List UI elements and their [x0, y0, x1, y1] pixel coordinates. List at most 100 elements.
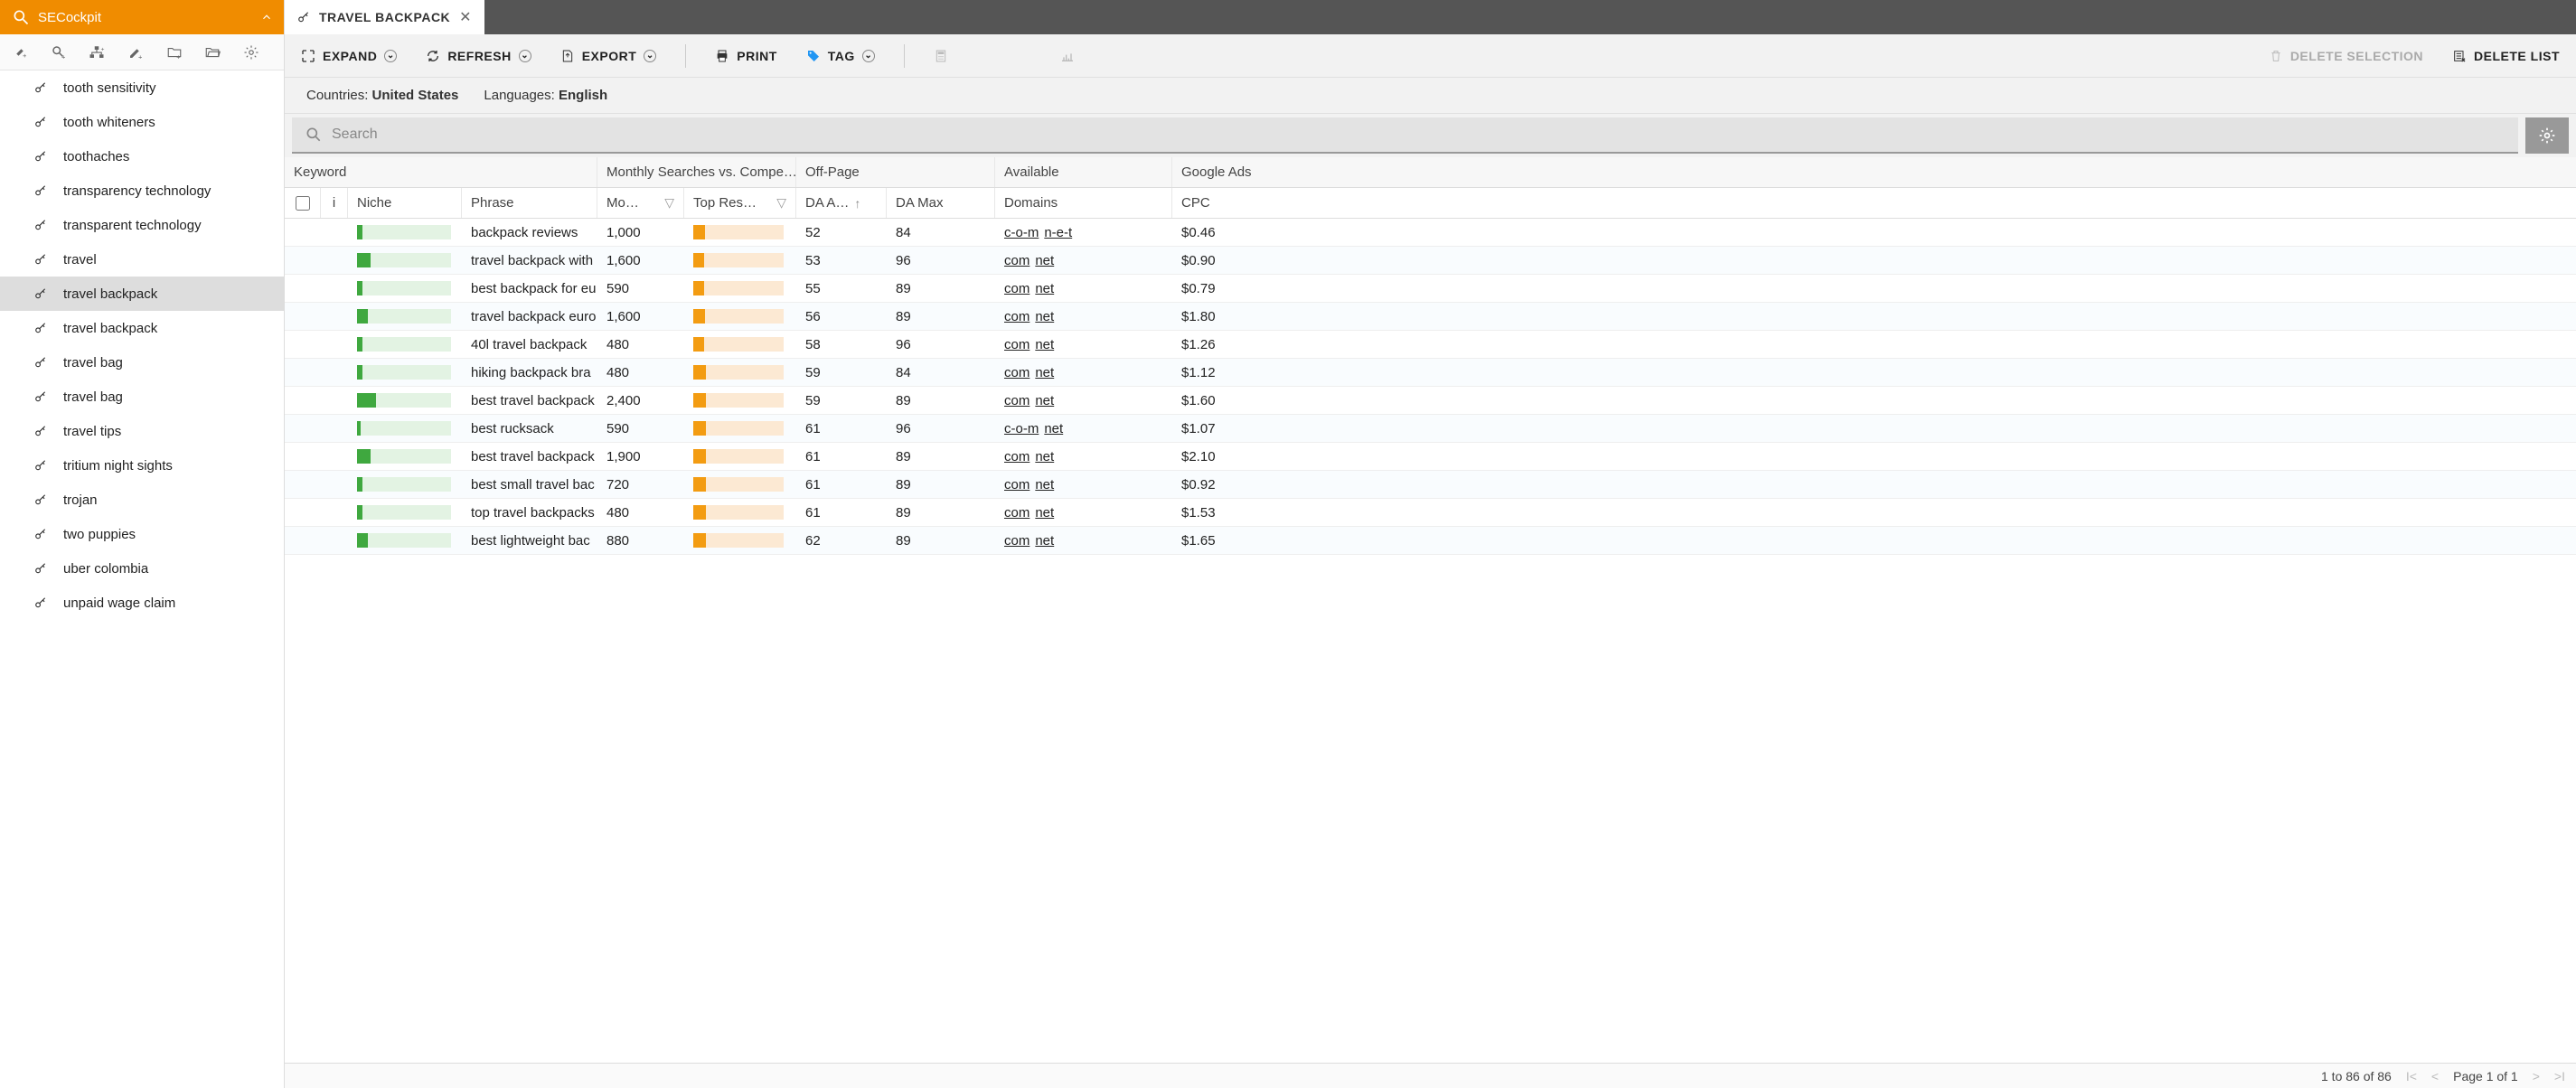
- sidebar-item[interactable]: travel tips: [0, 414, 284, 448]
- sidebar-item[interactable]: two puppies: [0, 517, 284, 551]
- close-icon[interactable]: ✕: [459, 8, 471, 26]
- domain-link[interactable]: net: [1035, 281, 1054, 296]
- chevron-up-icon[interactable]: [260, 11, 273, 23]
- domain-link[interactable]: net: [1035, 365, 1054, 380]
- tag-button[interactable]: TAG ⌄: [806, 49, 875, 63]
- col-info[interactable]: i: [321, 188, 348, 218]
- domain-link[interactable]: net: [1035, 533, 1054, 549]
- table-row[interactable]: travel backpack with1,6005396comnet$0.90: [285, 247, 2576, 275]
- page-indicator: Page 1 of 1: [2453, 1069, 2518, 1083]
- sidebar-item[interactable]: travel bag: [0, 345, 284, 380]
- domain-link[interactable]: net: [1035, 393, 1054, 408]
- edit-icon[interactable]: +: [127, 44, 156, 61]
- group-keyword[interactable]: Keyword: [285, 157, 597, 187]
- domain-link[interactable]: net: [1035, 477, 1054, 492]
- sidebar-item[interactable]: transparent technology: [0, 208, 284, 242]
- domain-link[interactable]: com: [1004, 505, 1029, 521]
- print-button[interactable]: PRINT: [715, 49, 777, 63]
- delete-list-button[interactable]: DELETE LIST: [2452, 49, 2560, 63]
- filter-icon[interactable]: ▽: [664, 195, 674, 211]
- col-daavg[interactable]: DA A…↑: [796, 188, 887, 218]
- sidebar-item[interactable]: travel: [0, 242, 284, 277]
- last-page-button[interactable]: >I: [2554, 1069, 2565, 1083]
- col-topres[interactable]: Top Res…▽: [684, 188, 796, 218]
- sidebar-item[interactable]: travel bag: [0, 380, 284, 414]
- sitemap-icon[interactable]: +: [89, 44, 118, 61]
- chart-icon[interactable]: [1060, 49, 1075, 63]
- domain-link[interactable]: net: [1035, 309, 1054, 324]
- table-row[interactable]: hiking backpack bra4805984comnet$1.12: [285, 359, 2576, 387]
- add-search-icon[interactable]: +: [51, 44, 80, 61]
- sidebar-item[interactable]: tooth whiteners: [0, 105, 284, 139]
- search-input[interactable]: [332, 127, 2505, 143]
- sidebar-header[interactable]: SECockpit: [0, 0, 284, 34]
- delete-selection-button[interactable]: DELETE SELECTION: [2269, 49, 2423, 63]
- table-row[interactable]: 40l travel backpack4805896comnet$1.26: [285, 331, 2576, 359]
- table-row[interactable]: top travel backpacks4806189comnet$1.53: [285, 499, 2576, 527]
- domain-link[interactable]: com: [1004, 281, 1029, 296]
- domain-link[interactable]: c-o-m: [1004, 421, 1039, 436]
- domain-link[interactable]: net: [1035, 449, 1054, 464]
- domain-link[interactable]: net: [1035, 253, 1054, 268]
- expand-button[interactable]: EXPAND ⌄: [301, 49, 397, 63]
- table-row[interactable]: backpack reviews1,0005284c-o-mn-e-t$0.46: [285, 219, 2576, 247]
- domain-link[interactable]: com: [1004, 337, 1029, 352]
- table-row[interactable]: best backpack for eu5905589comnet$0.79: [285, 275, 2576, 303]
- domain-link[interactable]: com: [1004, 533, 1029, 549]
- table-row[interactable]: best travel backpack1,9006189comnet$2.10: [285, 443, 2576, 471]
- first-page-button[interactable]: I<: [2406, 1069, 2417, 1083]
- domain-link[interactable]: com: [1004, 365, 1029, 380]
- table-row[interactable]: best travel backpack2,4005989comnet$1.60: [285, 387, 2576, 415]
- gear-icon[interactable]: [243, 44, 272, 61]
- sidebar-item[interactable]: travel backpack: [0, 311, 284, 345]
- sidebar-item[interactable]: tooth sensitivity: [0, 70, 284, 105]
- col-domains[interactable]: Domains: [995, 188, 1172, 218]
- column-settings-button[interactable]: [2525, 117, 2569, 154]
- folder-add-icon[interactable]: +: [166, 44, 195, 61]
- domain-link[interactable]: net: [1044, 421, 1063, 436]
- col-damax[interactable]: DA Max: [887, 188, 995, 218]
- next-page-button[interactable]: >: [2533, 1069, 2540, 1083]
- search-box[interactable]: [292, 117, 2518, 154]
- domain-link[interactable]: n-e-t: [1044, 225, 1072, 240]
- sidebar-item[interactable]: uber colombia: [0, 551, 284, 586]
- sidebar-item[interactable]: tritium night sights: [0, 448, 284, 483]
- domain-link[interactable]: com: [1004, 477, 1029, 492]
- refresh-button[interactable]: REFRESH ⌄: [426, 49, 531, 63]
- domain-link[interactable]: net: [1035, 505, 1054, 521]
- group-available[interactable]: Available: [995, 157, 1172, 187]
- domain-link[interactable]: com: [1004, 253, 1029, 268]
- sidebar-item[interactable]: travel backpack: [0, 277, 284, 311]
- domain-link[interactable]: com: [1004, 309, 1029, 324]
- table-row[interactable]: best rucksack5906196c-o-mnet$1.07: [285, 415, 2576, 443]
- tab-travel-backpack[interactable]: TRAVEL BACKPACK ✕: [285, 0, 484, 34]
- sidebar-item[interactable]: toothaches: [0, 139, 284, 174]
- domain-link[interactable]: net: [1035, 337, 1054, 352]
- filter-icon[interactable]: ▽: [776, 195, 786, 211]
- prev-page-button[interactable]: <: [2431, 1069, 2439, 1083]
- sort-asc-icon[interactable]: ↑: [854, 196, 860, 211]
- sidebar-item[interactable]: transparency technology: [0, 174, 284, 208]
- col-cpc[interactable]: CPC: [1172, 188, 1281, 218]
- calculator-icon[interactable]: [934, 49, 948, 63]
- table-row[interactable]: best lightweight bac8806289comnet$1.65: [285, 527, 2576, 555]
- domain-link[interactable]: c-o-m: [1004, 225, 1039, 240]
- folder-open-icon[interactable]: [204, 44, 233, 61]
- col-niche[interactable]: Niche: [348, 188, 462, 218]
- sidebar-item-label: tritium night sights: [63, 458, 173, 474]
- select-all-checkbox[interactable]: [296, 196, 310, 211]
- group-offpage[interactable]: Off-Page: [796, 157, 995, 187]
- group-google-ads[interactable]: Google Ads: [1172, 157, 1281, 187]
- sidebar-item[interactable]: trojan: [0, 483, 284, 517]
- col-checkbox[interactable]: [285, 188, 321, 218]
- domain-link[interactable]: com: [1004, 393, 1029, 408]
- domain-link[interactable]: com: [1004, 449, 1029, 464]
- export-button[interactable]: EXPORT ⌄: [560, 49, 657, 63]
- col-monthly[interactable]: Mo…▽: [597, 188, 684, 218]
- add-keyword-icon[interactable]: +: [12, 44, 41, 61]
- col-phrase[interactable]: Phrase: [462, 188, 597, 218]
- group-msvc[interactable]: Monthly Searches vs. Compe…: [597, 157, 796, 187]
- table-row[interactable]: best small travel bac7206189comnet$0.92: [285, 471, 2576, 499]
- sidebar-item[interactable]: unpaid wage claim: [0, 586, 284, 620]
- table-row[interactable]: travel backpack euro1,6005689comnet$1.80: [285, 303, 2576, 331]
